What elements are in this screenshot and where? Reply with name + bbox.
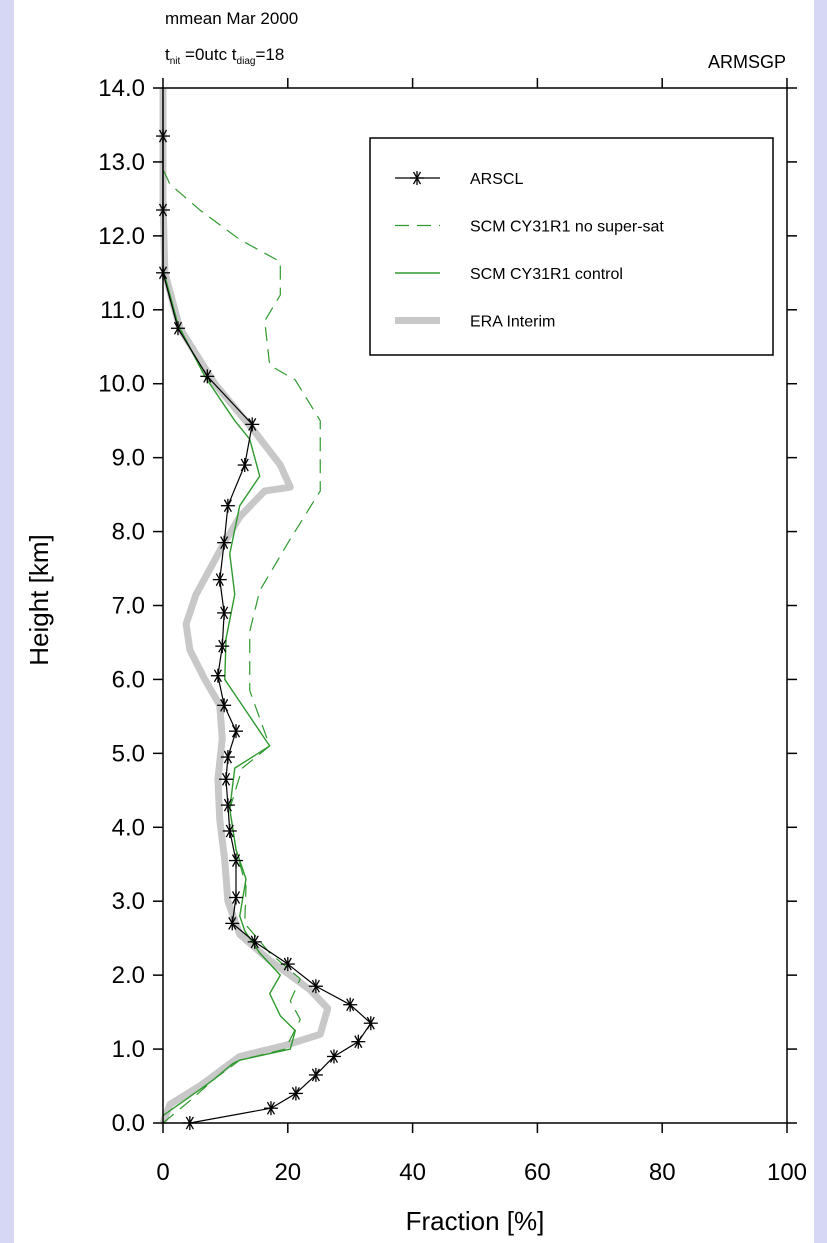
x-tick-label: 0 [156, 1159, 169, 1186]
marker [220, 498, 235, 513]
marker [363, 1016, 378, 1031]
y-tick-label: 8.0 [112, 519, 145, 546]
marker [220, 798, 235, 813]
x-tick-label: 60 [524, 1159, 551, 1186]
legend-label: ARSCL [470, 171, 523, 188]
marker [280, 957, 295, 972]
marker [229, 724, 244, 739]
legend-label: ERA Interim [470, 314, 555, 331]
subtitle-part: diag [237, 56, 256, 67]
subtitle-part: =0utc t [180, 45, 237, 64]
marker [288, 1086, 303, 1101]
y-tick-label: 4.0 [112, 814, 145, 841]
marker [217, 698, 232, 713]
marker [229, 853, 244, 868]
marker [351, 1034, 366, 1049]
marker [308, 979, 323, 994]
legend-label: SCM CY31R1 control [470, 266, 623, 283]
marker [263, 1101, 278, 1116]
y-tick-label: 11.0 [100, 297, 145, 324]
y-tick-label: 0.0 [112, 1110, 145, 1137]
y-tick-label: 3.0 [112, 888, 145, 915]
y-axis-label: Height [km] [24, 534, 54, 666]
legend-label: SCM CY31R1 no super-sat [470, 219, 664, 236]
marker [217, 605, 232, 620]
site-label: ARMSGP [708, 52, 786, 72]
marker [308, 1067, 323, 1082]
marker [326, 1049, 341, 1064]
y-tick-label: 10.0 [98, 371, 145, 398]
marker [215, 639, 230, 654]
marker [222, 823, 237, 838]
chart-title: mmean Mar 2000 [165, 9, 298, 28]
x-tick-label: 40 [399, 1159, 426, 1186]
marker [220, 750, 235, 765]
x-axis-label: Fraction [%] [406, 1206, 545, 1236]
marker [170, 321, 185, 336]
marker [229, 890, 244, 905]
legend: ARSCL SCM CY31R1 no super-sat SCM CY31R1 c… [369, 137, 774, 356]
y-tick-label: 1.0 [112, 1036, 145, 1063]
x-tick-label: 80 [649, 1159, 676, 1186]
marker [247, 934, 262, 949]
marker [245, 417, 260, 432]
y-tick-label: 6.0 [112, 666, 145, 693]
marker [210, 668, 225, 683]
y-tick-label: 2.0 [112, 962, 145, 989]
marker [219, 772, 234, 787]
marker [237, 458, 252, 473]
chart-subtitle: tnit =0utc tdiag=18 [165, 45, 284, 67]
y-tick-label: 9.0 [112, 445, 145, 472]
marker [217, 535, 232, 550]
marker [343, 997, 358, 1012]
y-tick-label: 7.0 [112, 593, 145, 620]
x-tick-label: 100 [767, 1159, 807, 1186]
subtitle-part: nit [170, 56, 181, 67]
x-tick-label: 20 [274, 1159, 301, 1186]
y-tick-label: 5.0 [112, 740, 145, 767]
y-tick-label: 12.0 [98, 223, 145, 250]
marker [212, 572, 227, 587]
subtitle-part: =18 [255, 45, 284, 64]
subtitle-part: t [165, 45, 170, 64]
series-line [162, 169, 321, 1124]
y-tick-label: 13.0 [98, 149, 145, 176]
marker [225, 916, 240, 931]
marker [200, 369, 215, 384]
y-tick-label: 14.0 [98, 75, 145, 102]
series-line [162, 268, 296, 1117]
marker [410, 171, 424, 185]
